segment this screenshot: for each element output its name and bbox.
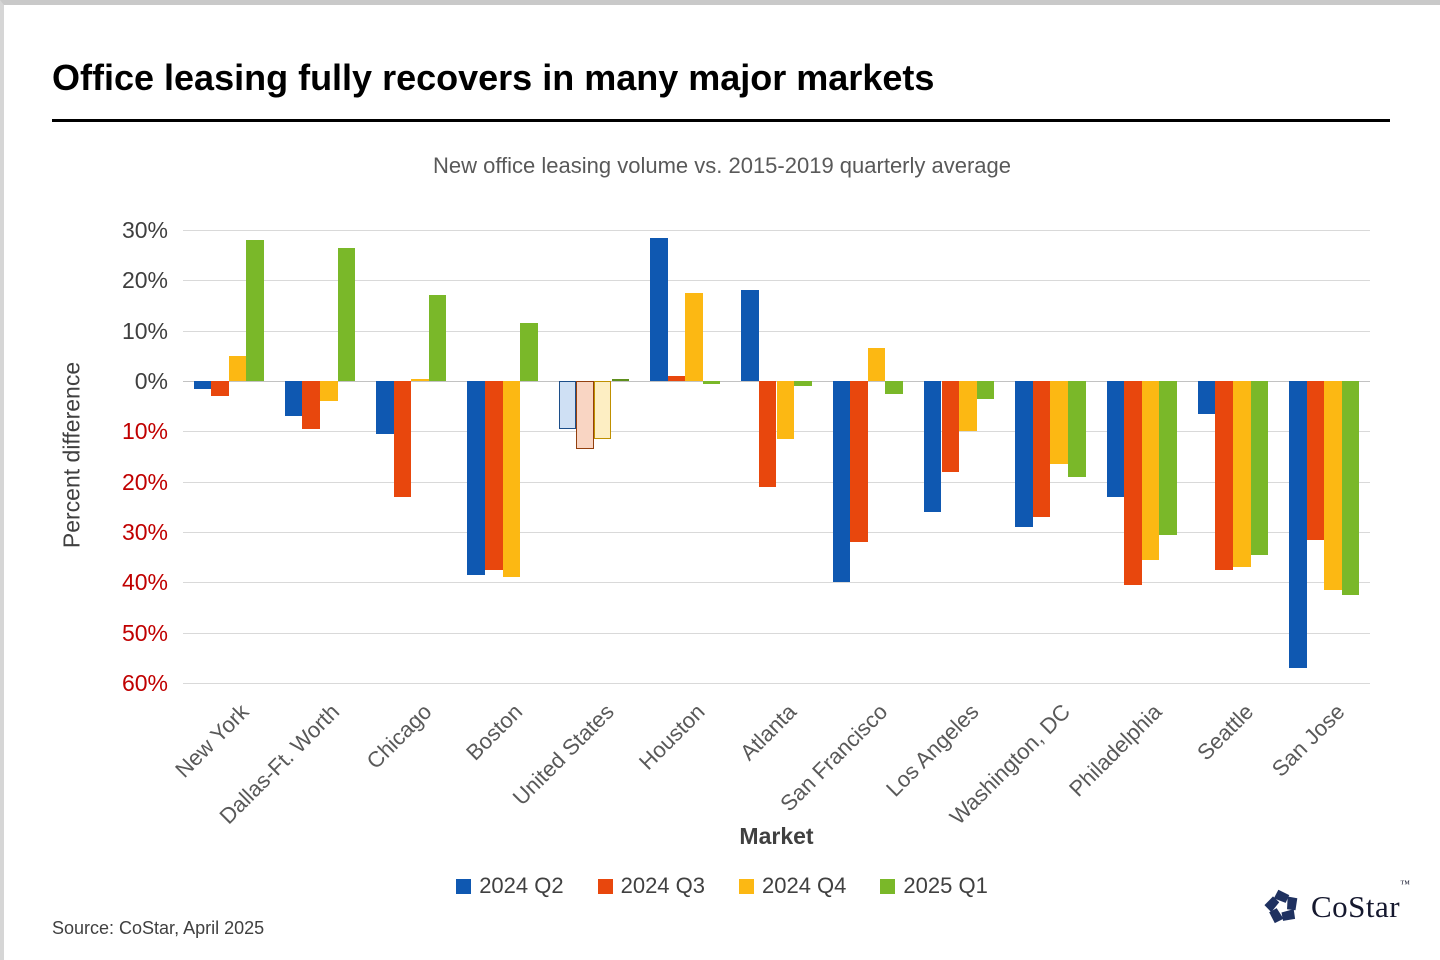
bar-2024-q2-san-jose xyxy=(1289,381,1307,668)
bar-2024-q4-washington-dc xyxy=(1050,381,1068,464)
bar-2025-q1-boston xyxy=(520,323,538,381)
bar-2024-q3-seattle xyxy=(1215,381,1233,570)
bar-2024-q2-los-angeles xyxy=(923,381,942,512)
legend-swatch xyxy=(739,878,754,894)
bar-2024-q4-united-states xyxy=(593,381,612,439)
y-tick-label: 20% xyxy=(121,267,168,294)
bar-2024-q2-seattle xyxy=(1197,381,1216,414)
bar-2024-q2-philadelphia xyxy=(1106,381,1125,497)
trademark-symbol: ™ xyxy=(1400,879,1410,890)
bar-2024-q4-new-york xyxy=(228,355,247,381)
bar-2024-q3-los-angeles xyxy=(941,381,960,472)
bar-2024-q4-philadelphia xyxy=(1141,381,1160,560)
legend-label: 2024 Q4 xyxy=(762,873,847,898)
gridline xyxy=(183,582,1370,584)
bar-2024-q4-chicago xyxy=(411,378,429,381)
bar-2024-q2-united-states xyxy=(558,381,577,429)
bar-2025-q1-united-states xyxy=(611,378,630,381)
bar-2025-q1-los-angeles xyxy=(976,381,995,399)
bar-2025-q1-san-jose xyxy=(1341,381,1360,595)
gridline xyxy=(183,531,1370,533)
bar-2024-q3-washington-dc xyxy=(1032,381,1051,517)
y-tick-label: 30% xyxy=(121,217,168,243)
bar-2025-q1-chicago xyxy=(428,295,447,381)
bar-2025-q1-san-francisco xyxy=(885,381,903,394)
y-tick-label: 30% xyxy=(121,518,168,545)
legend-swatch xyxy=(880,878,896,894)
bar-2025-q1-philadelphia xyxy=(1159,381,1177,535)
y-tick-label: 10% xyxy=(121,418,168,445)
gridline xyxy=(183,280,1370,282)
bar-2025-q1-dallas-ft-worth xyxy=(337,247,356,381)
y-tick-label: 40% xyxy=(121,569,168,596)
gridline xyxy=(183,330,1370,332)
x-axis-title: Market xyxy=(739,823,814,849)
legend-label: 2024 Q2 xyxy=(479,873,564,898)
legend-label: 2024 Q3 xyxy=(620,873,705,898)
gridline xyxy=(183,682,1370,684)
bar-2024-q4-houston xyxy=(685,292,703,381)
bar-2024-q3-boston xyxy=(485,381,503,570)
bar-2024-q3-houston xyxy=(667,376,686,381)
costar-logo-icon xyxy=(1263,889,1301,926)
bar-2024-q2-chicago xyxy=(376,381,394,434)
bar-2024-q3-chicago xyxy=(393,381,412,497)
legend-item: 2024 Q4 xyxy=(739,873,846,899)
legend-swatch xyxy=(456,878,472,894)
bar-2024-q3-dallas-ft-worth xyxy=(302,381,320,429)
title-divider xyxy=(52,119,1390,122)
bar-2024-q3-new-york xyxy=(211,381,229,397)
chart-subtitle: New office leasing volume vs. 2015-2019 … xyxy=(432,153,1012,178)
bar-2024-q2-houston xyxy=(650,237,668,381)
gridline xyxy=(183,632,1370,634)
bar-2024-q3-atlanta xyxy=(758,381,777,487)
legend-swatch xyxy=(597,878,613,894)
y-tick-label: 20% xyxy=(121,468,168,495)
gridline xyxy=(183,230,1370,231)
costar-logo-text: CoStar™ xyxy=(1311,879,1410,924)
legend-label: 2025 Q1 xyxy=(903,873,988,898)
y-tick-label: 10% xyxy=(121,317,168,344)
bar-2025-q1-houston xyxy=(702,381,721,384)
gridline xyxy=(183,481,1370,483)
chart-legend: 2024 Q2 2024 Q3 2024 Q4 2025 Q1 xyxy=(4,873,1440,899)
bar-2024-q3-philadelphia xyxy=(1124,381,1142,585)
bar-2024-q2-san-francisco xyxy=(832,381,851,583)
bar-2024-q4-los-angeles xyxy=(959,381,977,432)
bar-2024-q4-atlanta xyxy=(776,381,795,439)
legend-item: 2024 Q2 xyxy=(456,873,564,899)
bar-2024-q4-seattle xyxy=(1233,381,1251,568)
legend-item: 2025 Q1 xyxy=(880,873,988,899)
bar-2024-q3-united-states xyxy=(576,381,594,449)
bar-2024-q2-washington-dc xyxy=(1015,381,1033,527)
y-tick-label: 60% xyxy=(121,669,168,696)
bar-2025-q1-atlanta xyxy=(794,381,812,386)
bar-2024-q2-new-york xyxy=(193,381,212,389)
y-tick-label: 0% xyxy=(134,368,168,394)
legend-item: 2024 Q3 xyxy=(597,873,705,899)
bar-2024-q4-san-jose xyxy=(1324,381,1342,590)
source-note: Source: CoStar, April 2025 xyxy=(52,918,265,938)
y-tick-label: 50% xyxy=(121,619,168,646)
bar-2024-q4-dallas-ft-worth xyxy=(320,381,338,402)
bar-2024-q2-boston xyxy=(467,381,485,575)
bar-2025-q1-seattle xyxy=(1250,381,1269,555)
bar-2025-q1-washington-dc xyxy=(1068,381,1086,477)
costar-logo: CoStar™ xyxy=(1262,879,1410,927)
chart-title: Office leasing fully recovers in many ma… xyxy=(52,57,935,98)
bar-2024-q2-dallas-ft-worth xyxy=(284,381,303,417)
bar-2024-q4-boston xyxy=(502,381,521,578)
bar-2024-q4-san-francisco xyxy=(867,348,886,381)
bar-2024-q3-san-francisco xyxy=(850,381,868,543)
bar-2025-q1-new-york xyxy=(246,240,264,381)
bar-2024-q2-atlanta xyxy=(741,290,759,381)
bar-2024-q3-san-jose xyxy=(1306,381,1325,540)
y-axis-title: Percent difference xyxy=(58,361,85,549)
